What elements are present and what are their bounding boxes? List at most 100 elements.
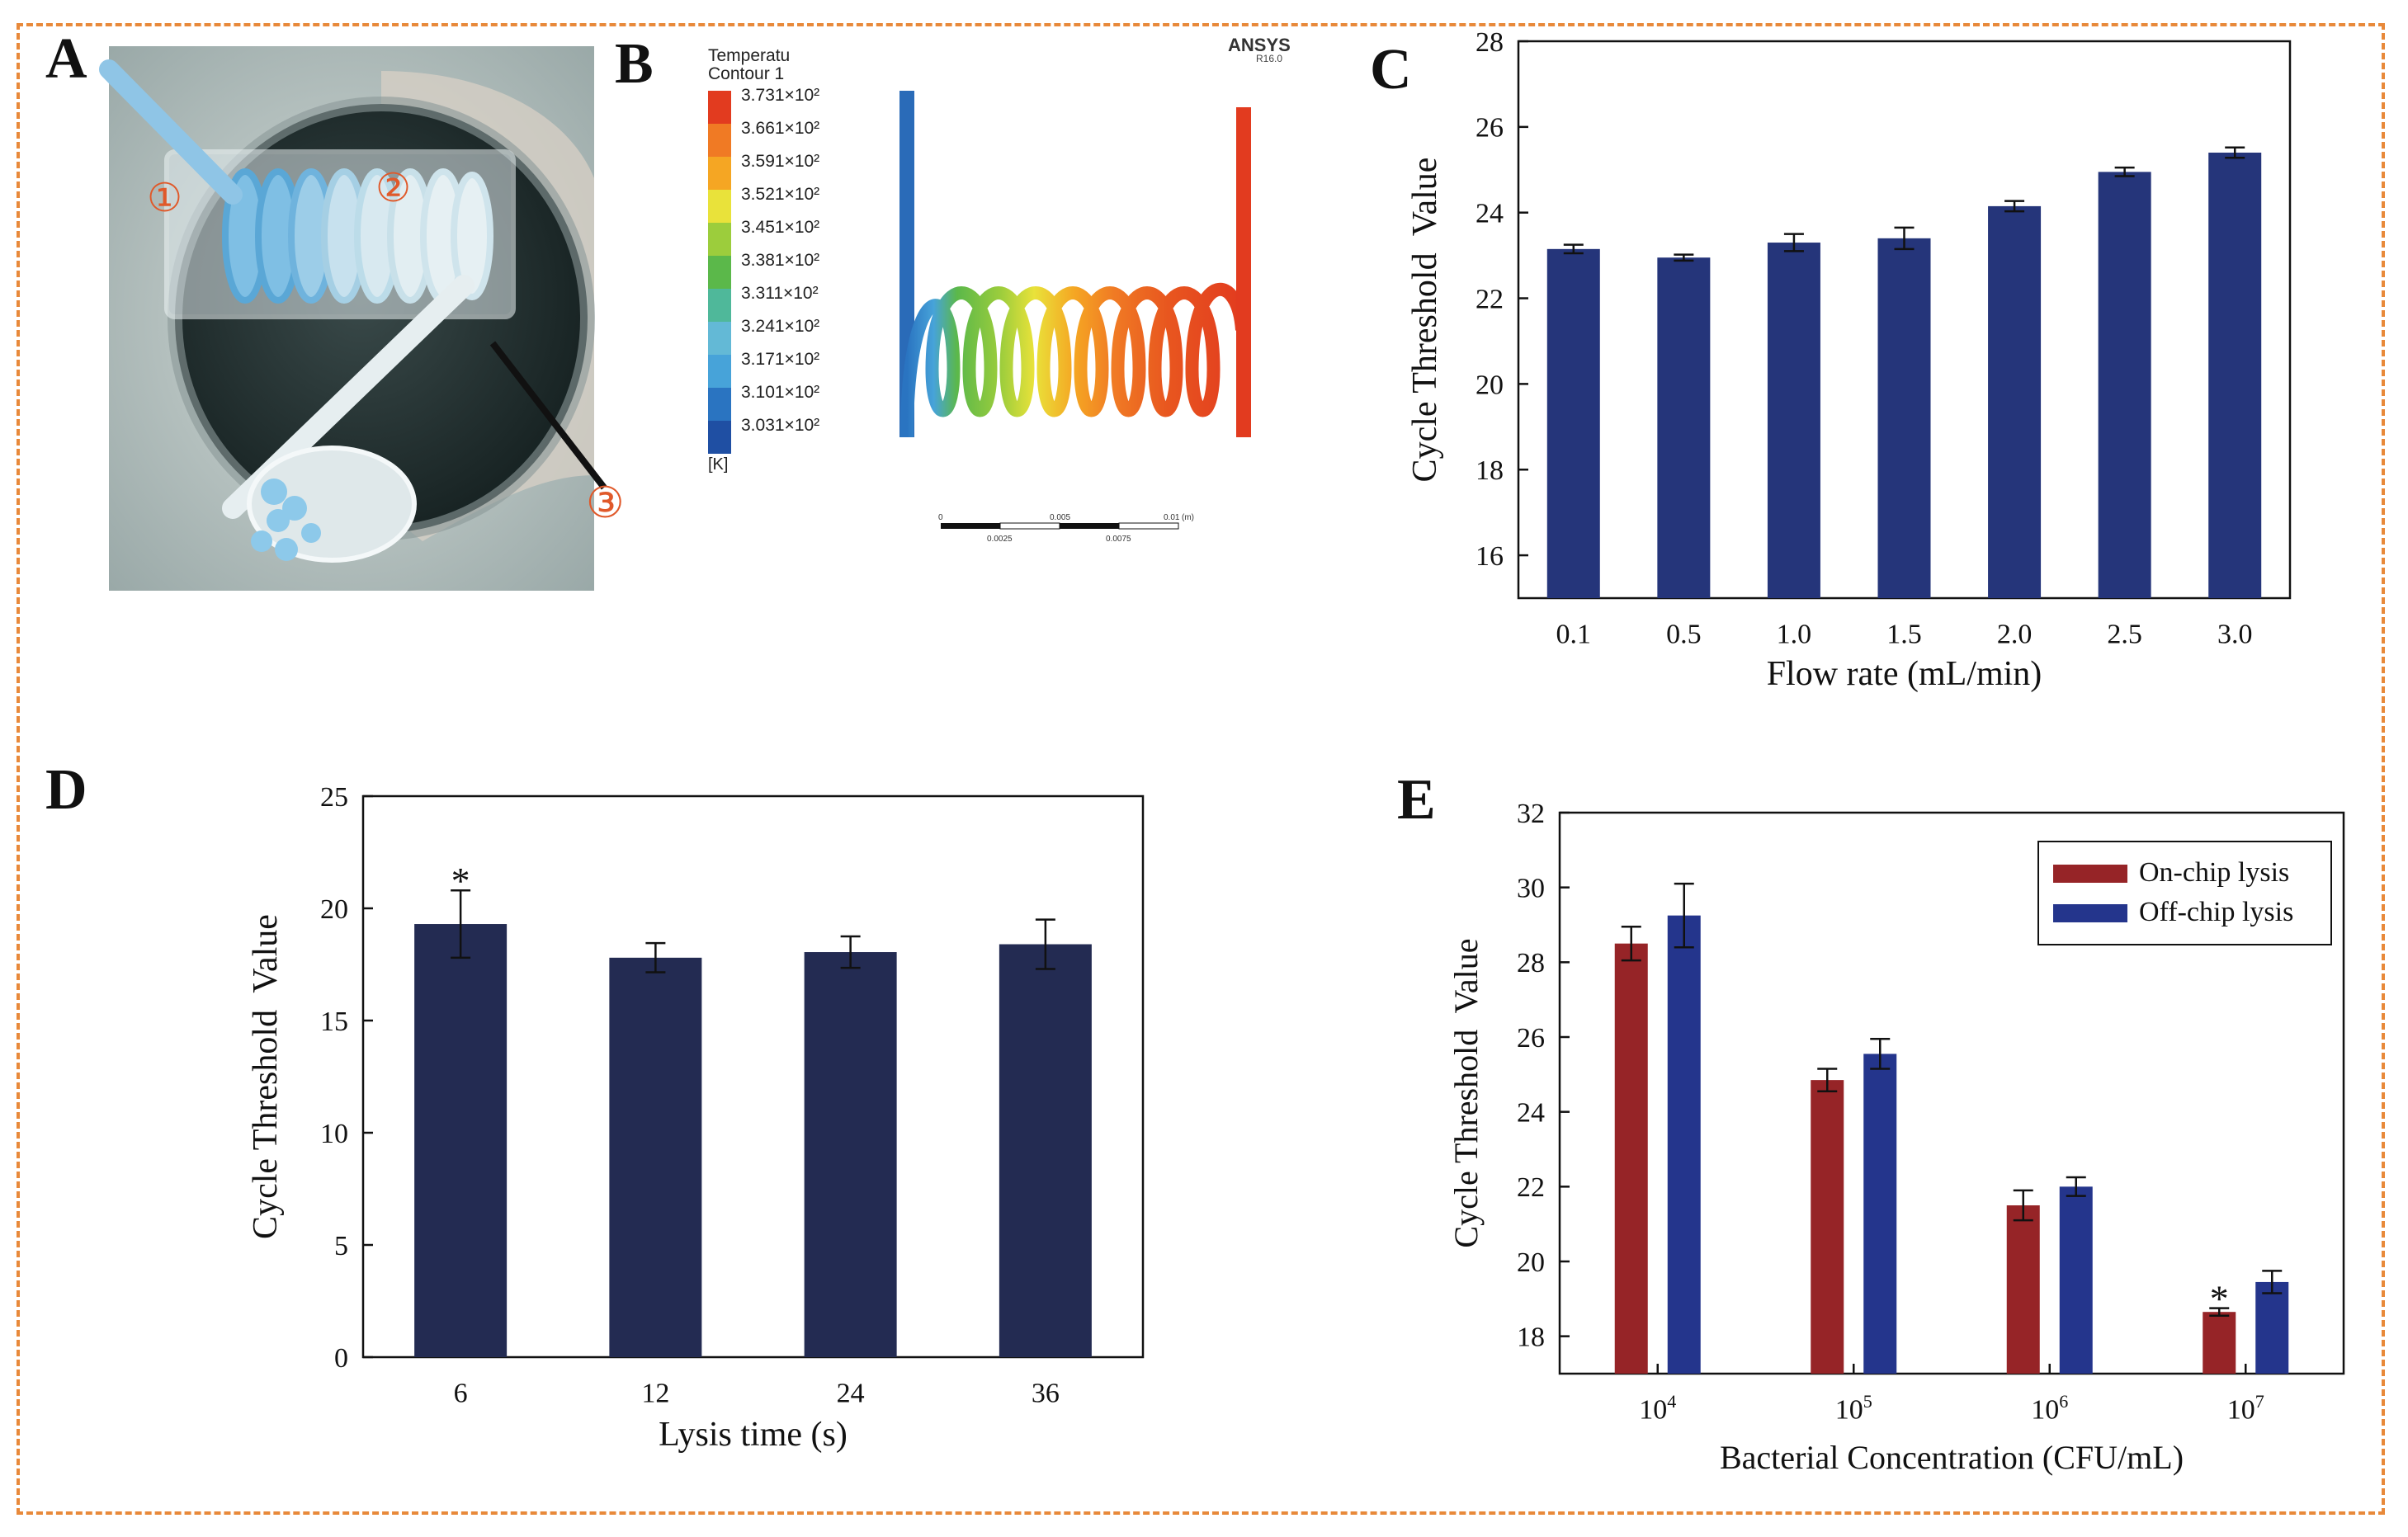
legend-value: 3.521×10² bbox=[741, 185, 819, 204]
legend-swatch bbox=[708, 289, 731, 322]
legend-swatch bbox=[2053, 904, 2127, 922]
bar bbox=[2007, 1205, 2040, 1374]
bar bbox=[1657, 257, 1710, 598]
coil-loops bbox=[225, 172, 490, 300]
y-tick-label: 32 bbox=[1517, 799, 1545, 829]
x-tick-base: 10 bbox=[2031, 1394, 2059, 1425]
outlet-channel bbox=[1236, 107, 1251, 437]
bar bbox=[2203, 1312, 2236, 1374]
x-tick-label: 2.0 bbox=[1997, 619, 2033, 649]
scale-label-unit: (m) bbox=[1182, 513, 1194, 522]
y-tick-label: 24 bbox=[1517, 1098, 1545, 1129]
legend-swatch bbox=[2053, 865, 2127, 883]
bar bbox=[1878, 238, 1931, 598]
legend-value: 3.591×10² bbox=[741, 152, 819, 171]
x-tick-label: 104 bbox=[1639, 1391, 1676, 1426]
bar bbox=[805, 952, 897, 1357]
legend-swatch bbox=[708, 124, 731, 157]
bar bbox=[609, 958, 701, 1357]
legend-swatch bbox=[708, 421, 731, 454]
scale-label-mid: 0.005 bbox=[1050, 513, 1070, 522]
y-tick-label: 30 bbox=[1517, 874, 1545, 904]
x-tick-base: 10 bbox=[2227, 1394, 2255, 1425]
legend-swatch bbox=[708, 223, 731, 256]
y-tick-label: 26 bbox=[1475, 113, 1504, 144]
panel-label-d: D bbox=[45, 757, 87, 823]
bar bbox=[1615, 944, 1648, 1374]
bar bbox=[1811, 1080, 1844, 1374]
x-tick-label: 106 bbox=[2031, 1391, 2068, 1426]
x-tick-base: 36 bbox=[1032, 1378, 1060, 1408]
x-tick-exponent: 7 bbox=[2255, 1391, 2264, 1412]
y-tick-label: 26 bbox=[1517, 1023, 1545, 1054]
y-axis-label: Cycle Threshold Value bbox=[1406, 158, 1444, 483]
legend-label: On-chip lysis bbox=[2139, 857, 2289, 888]
bar bbox=[1547, 249, 1600, 598]
x-axis-label: Lysis time (s) bbox=[659, 1416, 848, 1454]
x-tick-base: 0.1 bbox=[1556, 619, 1592, 649]
y-tick-label: 10 bbox=[320, 1119, 348, 1149]
bar bbox=[999, 945, 1092, 1357]
x-tick-exponent: 6 bbox=[2059, 1391, 2068, 1412]
legend-swatch bbox=[708, 157, 731, 190]
x-tick-base: 2.5 bbox=[2107, 619, 2142, 649]
scale-label-end: 0.01 bbox=[1164, 513, 1179, 522]
x-tick-label: 24 bbox=[837, 1378, 865, 1408]
legend-value: 3.101×10² bbox=[741, 383, 819, 402]
x-tick-label: 36 bbox=[1032, 1378, 1060, 1408]
panel-label-e: E bbox=[1397, 767, 1436, 833]
x-tick-label: 12 bbox=[641, 1378, 669, 1408]
y-tick-label: 22 bbox=[1475, 284, 1504, 314]
legend-value: 3.381×10² bbox=[741, 251, 819, 270]
x-tick-label: 3.0 bbox=[2217, 619, 2253, 649]
coil-temperature-contour bbox=[891, 83, 1271, 454]
legend-value: 3.241×10² bbox=[741, 317, 819, 336]
x-tick-base: 1.5 bbox=[1886, 619, 1922, 649]
device-photo bbox=[109, 46, 594, 591]
legend-value: 3.311×10² bbox=[741, 284, 819, 303]
x-tick-label: 107 bbox=[2227, 1391, 2264, 1426]
legend-swatch bbox=[708, 256, 731, 289]
legend-label: Off-chip lysis bbox=[2139, 897, 2293, 927]
x-tick-base: 10 bbox=[1835, 1394, 1863, 1425]
chart-c: 161820222426280.1 0.5 1.0 1.5 2.0 2.5 3.0Flow … bbox=[1403, 25, 2352, 710]
legend-value: 3.731×10² bbox=[741, 86, 819, 105]
x-tick-base: 6 bbox=[454, 1378, 468, 1408]
ansys-version: R16.0 bbox=[1256, 53, 1282, 64]
y-tick-label: 22 bbox=[1517, 1172, 1545, 1203]
legend-title-1: Temperatu bbox=[708, 46, 790, 66]
marker-1: ① bbox=[147, 175, 182, 221]
x-tick-label: 1.5 bbox=[1886, 619, 1922, 649]
x-axis-label: Flow rate (mL/min) bbox=[1767, 655, 2042, 693]
y-tick-label: 18 bbox=[1517, 1322, 1545, 1353]
y-axis-label: Cycle Threshold Value bbox=[1447, 938, 1485, 1247]
y-axis-label: Cycle Threshold Value bbox=[247, 914, 285, 1239]
x-tick-label: 105 bbox=[1835, 1391, 1872, 1426]
legend-swatch bbox=[708, 190, 731, 223]
x-tick-label: 0.1 bbox=[1556, 619, 1592, 649]
y-tick-label: 25 bbox=[320, 782, 348, 813]
bar bbox=[2208, 153, 2261, 598]
x-axis-label: Bacterial Concentration (CFU/mL) bbox=[1720, 1439, 2184, 1476]
x-tick-base: 1.0 bbox=[1777, 619, 1812, 649]
y-tick-label: 15 bbox=[320, 1007, 348, 1037]
x-tick-label: 1.0 bbox=[1777, 619, 1812, 649]
significance-marker: * bbox=[451, 860, 470, 902]
y-tick-label: 24 bbox=[1475, 199, 1504, 229]
legend-swatch bbox=[708, 355, 731, 388]
x-tick-label: 2.5 bbox=[2107, 619, 2142, 649]
marker-2: ② bbox=[375, 165, 411, 211]
y-tick-label: 20 bbox=[320, 894, 348, 925]
legend-title-2: Contour 1 bbox=[708, 64, 784, 84]
y-tick-label: 0 bbox=[334, 1343, 348, 1374]
panel-label-b: B bbox=[615, 31, 654, 97]
y-tick-label: 18 bbox=[1475, 455, 1504, 486]
y-tick-label: 20 bbox=[1475, 370, 1504, 400]
scale-label-0: 0 bbox=[938, 513, 943, 522]
bar bbox=[1988, 206, 2041, 598]
bar bbox=[2099, 172, 2151, 598]
scale-bar bbox=[939, 520, 1211, 536]
y-tick-label: 28 bbox=[1517, 948, 1545, 978]
bar bbox=[2060, 1186, 2093, 1374]
